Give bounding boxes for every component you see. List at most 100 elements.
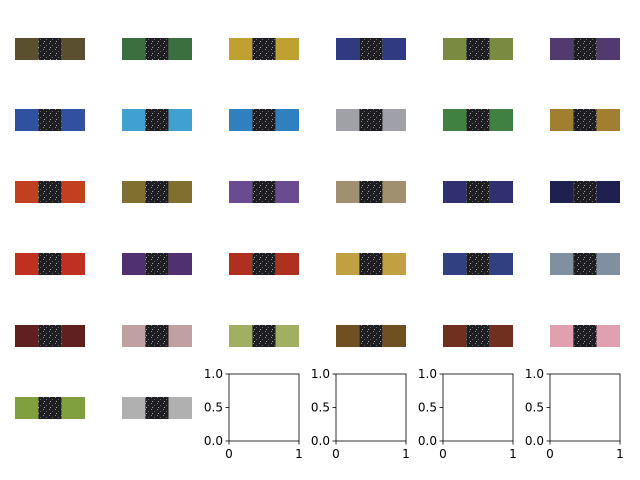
y-tick-label: 1.0 (525, 367, 544, 381)
thumbnail-noise (359, 109, 383, 131)
thumbnail-noise (145, 181, 169, 203)
thumbnail-left (122, 181, 146, 203)
thumbnail-noise (38, 109, 62, 131)
thumbnail-noise (145, 253, 169, 275)
thumbnail-left (15, 38, 39, 60)
thumbnail-noise (573, 253, 597, 275)
thumbnail-noise (466, 181, 490, 203)
y-tick-label: 0.0 (311, 434, 330, 448)
thumbnail-right (489, 181, 513, 203)
axes-frame (335, 373, 407, 442)
thumbnail-noise (145, 109, 169, 131)
y-tick-label: 0.5 (311, 401, 330, 415)
thumbnail-left (336, 38, 360, 60)
thumbnail-noise (145, 325, 169, 347)
thumbnail-left (550, 325, 574, 347)
thumbnail-left (229, 325, 253, 347)
y-tick-label: 0.0 (525, 434, 544, 448)
y-tick-label: 0.5 (204, 401, 223, 415)
thumbnail-right (596, 253, 620, 275)
thumbnail-right (489, 38, 513, 60)
thumbnail-right (168, 253, 192, 275)
thumbnail-noise (359, 325, 383, 347)
thumbnail-noise (38, 325, 62, 347)
thumbnail-left (15, 181, 39, 203)
thumbnail-left (443, 181, 467, 203)
thumbnail-right (382, 181, 406, 203)
thumbnail-right (61, 38, 85, 60)
thumbnail-noise (466, 109, 490, 131)
thumbnail-right (382, 109, 406, 131)
thumbnail-left (122, 397, 146, 419)
x-tick-label: 0 (439, 447, 447, 461)
thumbnail-noise (252, 109, 276, 131)
thumbnail-right (275, 253, 299, 275)
thumbnail-noise (466, 253, 490, 275)
thumbnail-right (168, 38, 192, 60)
thumbnail-left (229, 253, 253, 275)
thumbnail-left (336, 253, 360, 275)
thumbnail-right (596, 109, 620, 131)
thumbnail-right (489, 253, 513, 275)
thumbnail-right (168, 181, 192, 203)
thumbnail-left (122, 325, 146, 347)
thumbnail-left (15, 325, 39, 347)
thumbnail-noise (38, 397, 62, 419)
x-tick-label: 1 (402, 447, 410, 461)
thumbnail-right (382, 38, 406, 60)
thumbnail-right (61, 325, 85, 347)
thumbnail-noise (145, 397, 169, 419)
thumbnail-noise (38, 181, 62, 203)
thumbnail-left (550, 253, 574, 275)
thumbnail-right (61, 109, 85, 131)
thumbnail-right (61, 181, 85, 203)
thumbnail-left (122, 38, 146, 60)
thumbnail-right (596, 181, 620, 203)
thumbnail-noise (466, 325, 490, 347)
y-tick-label: 1.0 (418, 367, 437, 381)
thumbnail-left (229, 38, 253, 60)
thumbnail-right (275, 325, 299, 347)
thumbnail-left (122, 109, 146, 131)
thumbnail-left (550, 181, 574, 203)
x-tick-label: 0 (225, 447, 233, 461)
thumbnail-right (489, 325, 513, 347)
x-tick-label: 0 (332, 447, 340, 461)
x-tick-label: 1 (616, 447, 624, 461)
thumbnail-left (336, 181, 360, 203)
thumbnail-noise (573, 109, 597, 131)
thumbnail-noise (252, 181, 276, 203)
thumbnail-noise (359, 253, 383, 275)
thumbnail-left (15, 109, 39, 131)
y-tick-label: 1.0 (311, 367, 330, 381)
thumbnail-right (168, 397, 192, 419)
thumbnail-left (443, 325, 467, 347)
y-tick-label: 0.0 (418, 434, 437, 448)
thumbnail-right (382, 325, 406, 347)
thumbnail-right (61, 397, 85, 419)
y-tick-label: 0.5 (418, 401, 437, 415)
thumbnail-noise (252, 253, 276, 275)
thumbnail-noise (359, 38, 383, 60)
thumbnail-noise (573, 325, 597, 347)
thumbnail-left (336, 325, 360, 347)
thumbnail-noise (573, 181, 597, 203)
thumbnail-noise (252, 38, 276, 60)
thumbnail-right (596, 38, 620, 60)
thumbnail-left (15, 397, 39, 419)
thumbnail-noise (359, 181, 383, 203)
thumbnail-right (275, 109, 299, 131)
x-tick-label: 0 (546, 447, 554, 461)
thumbnail-right (489, 109, 513, 131)
thumbnail-left (336, 109, 360, 131)
thumbnail-left (229, 181, 253, 203)
axes-frame (549, 373, 621, 442)
thumbnail-noise (573, 38, 597, 60)
thumbnail-left (443, 109, 467, 131)
thumbnail-left (122, 253, 146, 275)
thumbnail-right (168, 109, 192, 131)
y-tick-label: 0.0 (204, 434, 223, 448)
thumbnail-left (229, 109, 253, 131)
thumbnail-right (382, 253, 406, 275)
